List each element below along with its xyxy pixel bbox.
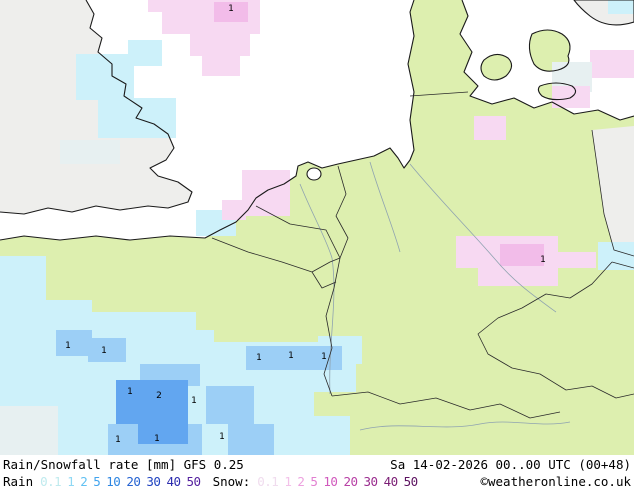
legend-scale-value: 10: [106, 474, 121, 489]
precip-amount-label: 1: [101, 346, 107, 356]
precip-patch-snow_light: [202, 54, 240, 76]
precip-amount-label: 1: [65, 341, 71, 351]
legend-bar: Rain/Snowfall rate [mm] GFS 0.25 Sa 14-0…: [0, 455, 634, 490]
legend-scale-value: 1: [67, 474, 75, 489]
precip-amount-label: 1: [540, 255, 546, 265]
legend-scale-value: 5: [310, 474, 318, 489]
precip-patch-rain_trace: [60, 140, 120, 164]
legend-scale-value: 20: [343, 474, 358, 489]
legend-scale-value: 0.1: [40, 474, 62, 489]
precip-patch-snow_moderate: [500, 244, 544, 266]
legend-scale-value: 20: [126, 474, 141, 489]
precip-amount-label: 1: [228, 4, 234, 14]
legend-scale-row: Rain 0.1 1 2 5 10 20 30 40 50 Snow: 0.1 1 2 5 10 20 30…: [3, 473, 631, 490]
precip-patch-snow_light: [478, 266, 558, 286]
map-title: Rain/Snowfall rate [mm] GFS 0.25: [3, 457, 244, 472]
precip-patch-rain_trace: [0, 406, 58, 455]
precip-patch-snow_light: [556, 252, 596, 268]
weather-map: 1 1 1 1 1 2 1 1 1 1 1 1 1: [0, 0, 634, 455]
legend-scale-value: 10: [323, 474, 338, 489]
legend-scale-value: 50: [186, 474, 202, 489]
snow-scale-label: Snow:: [212, 474, 251, 489]
legend-title-row: Rain/Snowfall rate [mm] GFS 0.25 Sa 14-0…: [3, 456, 631, 473]
rivers: [299, 161, 571, 431]
precip-amount-label: 1: [127, 387, 133, 397]
precip-patch-snow_light: [242, 170, 290, 216]
ijsselmeer-lake: [307, 168, 321, 180]
legend-scale-value: 5: [93, 474, 101, 489]
legend-scale-value: 30: [146, 474, 161, 489]
precip-patch-rain_light: [0, 256, 46, 302]
rain-scale-values: 0.1 1 2 5 10 20 30 40 50: [40, 473, 202, 490]
precip-patch-rain_moderate: [206, 386, 254, 424]
precip-patch-snow_moderate: [214, 2, 248, 22]
precip-amount-label: 1: [154, 434, 160, 444]
precip-patch-rain_light: [300, 416, 350, 455]
precip-amount-label: 1: [321, 352, 327, 362]
precip-amount-label: 1: [256, 353, 262, 363]
legend-scale-value: 2: [297, 474, 305, 489]
precip-amount-label: 1: [115, 435, 121, 445]
precip-patch-rain_moderate: [228, 424, 274, 455]
legend-scale-value: 1: [284, 474, 292, 489]
coastlines: [0, 0, 634, 241]
legend-scale-value: 30: [363, 474, 379, 489]
precip-amount-label: 2: [156, 391, 162, 401]
rain-scale-label: Rain: [3, 474, 34, 489]
precip-patch-rain_light: [598, 242, 634, 270]
precip-amount-label: 1: [191, 396, 197, 406]
legend-scale-value: 0.1: [257, 474, 279, 489]
precip-patch-rain_moderate: [246, 346, 342, 370]
precip-amount-label: 1: [288, 351, 294, 361]
legend-scale-value: 2: [80, 474, 88, 489]
precip-patch-snow_light: [474, 116, 506, 140]
legend-scale-value: 50: [403, 474, 419, 489]
precip-patch-rain_light: [76, 54, 134, 100]
precip-patch-rain_heavy: [138, 420, 188, 444]
precip-patch-rain_light: [608, 0, 634, 14]
country-borders: [211, 91, 634, 419]
precip-patch-snow_light: [190, 32, 250, 56]
snow-scale-values: 0.1 1 2 5 10 20 30 40 50: [257, 473, 419, 490]
precip-patch-snow_light: [590, 50, 634, 78]
precip-patch-snow_light: [222, 200, 246, 220]
copyright: ©weatheronline.co.uk: [480, 474, 631, 489]
valid-datetime: Sa 14-02-2026 00..00 UTC (00+48): [390, 457, 631, 472]
precip-patch-rain_moderate: [56, 330, 92, 356]
legend-scale-value: 40: [166, 474, 181, 489]
precip-patch-rain_heavy: [116, 380, 188, 424]
legend-scale-value: 40: [383, 474, 399, 489]
precip-patch-rain_moderate: [88, 338, 126, 362]
map-value-labels: 1 1 1 1 1 2 1 1 1 1 1 1 1: [65, 4, 546, 445]
precip-amount-label: 1: [219, 432, 225, 442]
